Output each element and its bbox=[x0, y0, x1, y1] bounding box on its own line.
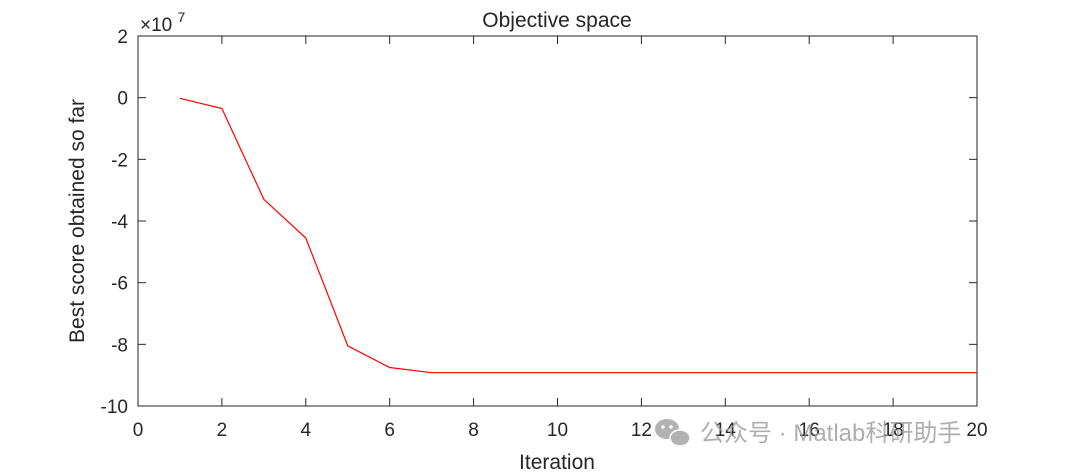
y-tick-label: 2 bbox=[117, 27, 128, 48]
y-tick-label: -10 bbox=[101, 397, 128, 418]
x-tick-label: 16 bbox=[799, 420, 820, 441]
y-tick-label: -6 bbox=[111, 274, 128, 295]
x-tick-label: 10 bbox=[547, 420, 568, 441]
y-axis-title: Best score obtained so far bbox=[66, 99, 89, 343]
x-axis-title: Iteration bbox=[519, 451, 595, 474]
y-axis-exponent-power: 7 bbox=[178, 9, 186, 25]
x-tick-label: 12 bbox=[631, 420, 652, 441]
y-axis-exponent-base: ×10 bbox=[140, 15, 172, 36]
y-axis-ticks: 2 0 -2 -4 -6 -8 -10 bbox=[101, 27, 977, 418]
wechat-icon bbox=[655, 419, 691, 447]
x-tick-label: 18 bbox=[883, 420, 904, 441]
x-tick-label: 14 bbox=[715, 420, 737, 441]
x-axis-ticks: 0 2 4 6 8 10 12 14 16 18 20 bbox=[133, 36, 988, 441]
y-tick-label: -8 bbox=[111, 335, 128, 356]
y-tick-label: -2 bbox=[111, 150, 128, 171]
watermark: 公众号 · Matlab科研助手 bbox=[655, 419, 961, 447]
plot-area bbox=[137, 35, 978, 407]
x-tick-label: 6 bbox=[384, 420, 395, 441]
x-tick-label: 0 bbox=[133, 420, 144, 441]
series-line bbox=[179, 97, 977, 374]
x-tick-label: 2 bbox=[217, 420, 228, 441]
watermark-text: 公众号 · Matlab科研助手 bbox=[700, 420, 961, 447]
series-layer bbox=[179, 97, 977, 374]
x-tick-label: 8 bbox=[468, 420, 479, 441]
x-tick-label: 20 bbox=[966, 420, 987, 441]
chart-title: Objective space bbox=[482, 9, 631, 32]
y-tick-label: 0 bbox=[117, 89, 128, 110]
y-tick-label: -4 bbox=[111, 212, 128, 233]
y-axis-exponent: ×10 7 bbox=[140, 9, 186, 36]
x-tick-label: 4 bbox=[301, 420, 312, 441]
